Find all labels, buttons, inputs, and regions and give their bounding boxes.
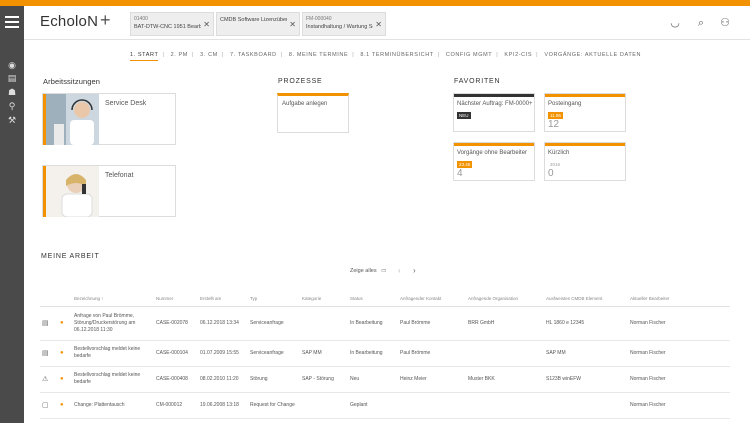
document-tab[interactable]: FM-000040 Instandhaltung / Wartung Sc...… bbox=[302, 12, 386, 36]
favorite-tile-vorgaenge-ohne-bearbeiter[interactable]: Vorgänge ohne Bearbeiter 23.45 4 bbox=[453, 142, 535, 181]
column-header-cmdb[interactable]: Ausfweistes CMDB Element bbox=[544, 292, 628, 307]
document-tab[interactable]: CMDB Software Lizenzübersicht ✕ bbox=[216, 12, 300, 36]
window-icon: ▭ bbox=[381, 268, 387, 274]
status-badge: 2016 bbox=[550, 162, 561, 167]
service-desk-photo bbox=[43, 94, 99, 145]
work-tile-label: Telefonat bbox=[105, 172, 134, 179]
column-header-organisation[interactable]: Anfragende Organisation bbox=[466, 292, 544, 307]
tab-start[interactable]: 1. START bbox=[130, 52, 159, 61]
table-header-row: Bezeichnung ↑ Nummer Erstellt am Typ Kat… bbox=[40, 292, 730, 307]
section-title-prozesse: PROZESSE bbox=[278, 78, 323, 85]
work-tile-telefonat[interactable]: Telefonat bbox=[42, 165, 176, 217]
tab-terminuebersicht[interactable]: 8.1 TERMINÜBERSICHT bbox=[360, 52, 434, 58]
work-tile-label: Service Desk bbox=[105, 100, 147, 107]
add-tab-button[interactable]: + bbox=[100, 10, 111, 30]
process-tile-aufgabe-anlegen[interactable]: Aufgabe anlegen bbox=[277, 93, 349, 133]
next-page-button[interactable]: › bbox=[413, 266, 416, 275]
column-header-kategorie[interactable]: Kategorie bbox=[300, 292, 348, 307]
tab-cm[interactable]: 3. CM bbox=[200, 52, 218, 58]
favorite-tile-posteingang[interactable]: Posteingang 11.96 12 bbox=[544, 93, 626, 132]
new-badge: NEU bbox=[457, 112, 471, 119]
status-badge: 23.45 bbox=[457, 161, 473, 168]
people-icon[interactable]: ☗ bbox=[7, 87, 17, 97]
tab-config-mgmt[interactable]: CONFIG MGMT bbox=[445, 52, 493, 58]
table-row[interactable]: ▤ ● Anfrage von Paul Brömme, Störung/Dru… bbox=[40, 306, 730, 341]
prev-page-button[interactable]: ‹ bbox=[398, 266, 401, 275]
section-title-favoriten: FAVORITEN bbox=[454, 78, 501, 85]
inbox-icon: ▤ bbox=[40, 306, 58, 341]
alert-icon: ⚠ bbox=[40, 366, 58, 393]
telefonat-photo bbox=[43, 166, 99, 217]
sidebar: ◉ ▤ ☗ ⚲ ⚒ bbox=[0, 6, 24, 423]
section-title-arbeitssitzungen: Arbeitssitzungen bbox=[43, 77, 101, 86]
column-header-erstellt[interactable]: Erstellt am bbox=[198, 292, 248, 307]
tab-kpi2-cis[interactable]: KPI2-CIS bbox=[504, 52, 533, 58]
column-header-status[interactable]: Status bbox=[348, 292, 398, 307]
app-logo: EcholoN bbox=[40, 13, 99, 30]
work-tile-service-desk[interactable]: Service Desk bbox=[42, 93, 176, 145]
favorite-count: 12 bbox=[548, 119, 560, 130]
column-header-nummer[interactable]: Nummer bbox=[154, 292, 198, 307]
status-badge: 11.96 bbox=[548, 112, 563, 119]
eye-icon[interactable]: ◉ bbox=[8, 60, 16, 70]
minimize-icon[interactable]: ◡ bbox=[670, 17, 680, 29]
favorite-tile-naechster-auftrag[interactable]: Nächster Auftrag: FM-0000+ NEU bbox=[453, 93, 535, 132]
tab-pm[interactable]: 2. PM bbox=[170, 52, 188, 58]
close-icon[interactable]: ✕ bbox=[375, 20, 382, 29]
tab-taskboard[interactable]: 7. TASKBOARD bbox=[230, 52, 277, 58]
tab-meine-termine[interactable]: 8. MEINE TERMINE bbox=[288, 52, 349, 58]
table-row[interactable]: ▢ ● Change: Plattentausch CM-000012 19.0… bbox=[40, 392, 730, 419]
favorite-count: 4 bbox=[457, 168, 463, 179]
top-accent-bar bbox=[0, 0, 750, 6]
star-icon[interactable]: ● bbox=[58, 306, 72, 341]
show-all-link[interactable]: Zeige alles ▭ bbox=[350, 268, 387, 274]
user-settings-icon[interactable]: ⚇ bbox=[720, 17, 730, 29]
work-table: Bezeichnung ↑ Nummer Erstellt am Typ Kat… bbox=[40, 292, 730, 419]
column-header-bezeichnung[interactable]: Bezeichnung ↑ bbox=[72, 292, 154, 307]
document-tab[interactable]: 01400 BAT-DTW-CNC 1951 Bearbeiter ✕ bbox=[130, 12, 214, 36]
section-title-meine-arbeit: MEINE ARBEIT bbox=[41, 253, 100, 260]
wrench-icon[interactable]: ⚒ bbox=[7, 115, 17, 125]
process-tile-label: Aufgabe anlegen bbox=[282, 101, 328, 107]
favorite-count: 0 bbox=[548, 168, 554, 179]
inbox-icon: ▤ bbox=[40, 340, 58, 367]
tab-vorgaenge[interactable]: VORGÄNGE: AKTUELLE DATEN bbox=[544, 52, 642, 58]
star-icon[interactable]: ● bbox=[58, 392, 72, 419]
column-header-bearbeiter[interactable]: Aktueller Bearbeiter bbox=[628, 292, 730, 307]
star-icon[interactable]: ● bbox=[58, 366, 72, 393]
table-row[interactable]: ▤ ● Bestellvorschlag meldet keine bedarf… bbox=[40, 340, 730, 367]
search-icon[interactable]: ⌕ bbox=[697, 17, 705, 29]
favorite-tile-kuerzlich[interactable]: Kürzlich 2016 0 bbox=[544, 142, 626, 181]
document-icon: ▢ bbox=[40, 392, 58, 419]
inbox-icon[interactable]: ▤ bbox=[7, 73, 17, 83]
column-header-typ[interactable]: Typ bbox=[248, 292, 300, 307]
header: EcholoN + 01400 BAT-DTW-CNC 1951 Bearbei… bbox=[24, 6, 750, 40]
column-header-kontakt[interactable]: Anfragender Kontakt bbox=[398, 292, 466, 307]
close-icon[interactable]: ✕ bbox=[203, 20, 210, 29]
group-search-icon[interactable]: ⚲ bbox=[8, 101, 16, 111]
hamburger-menu-icon[interactable] bbox=[5, 16, 19, 28]
close-icon[interactable]: ✕ bbox=[289, 20, 296, 29]
nav-tabs: 1. START | 2. PM | 3. CM | 7. TASKBOARD | 8.… bbox=[130, 52, 641, 61]
table-row[interactable]: ⚠ ● Bestellvorschlag meldet keine bedarf… bbox=[40, 366, 730, 393]
star-icon[interactable]: ● bbox=[58, 340, 72, 367]
